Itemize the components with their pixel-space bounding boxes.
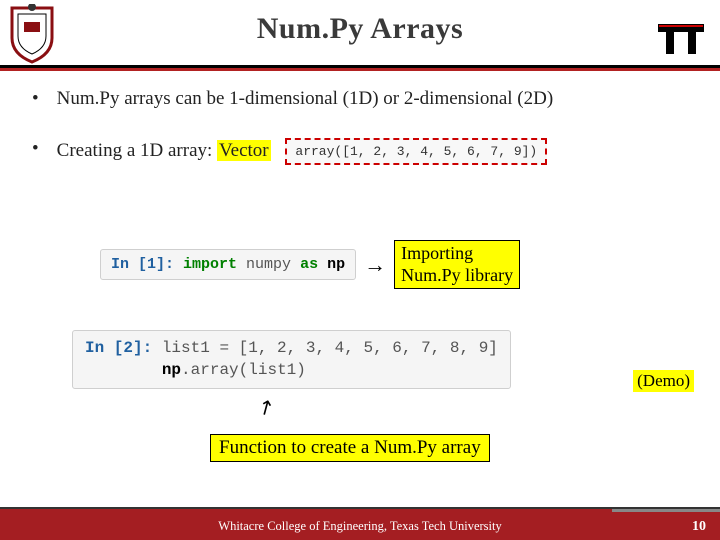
header-accent-rule <box>0 68 720 71</box>
code-cell-1: In [1]: import numpy as np <box>100 249 356 280</box>
demo-label: (Demo) <box>633 370 694 392</box>
slide-footer: Whitacre College of Engineering, Texas T… <box>0 512 720 540</box>
footer-text: Whitacre College of Engineering, Texas T… <box>218 519 501 534</box>
highlighted-term: Vector <box>217 140 271 161</box>
bullet-text: Num.Py arrays can be 1-dimensional (1D) … <box>57 88 554 110</box>
bullet-text: Creating a 1D array: Vector array([1, 2,… <box>57 138 548 165</box>
slide-header: Num.Py Arrays <box>0 0 720 68</box>
bullet-list: Num.Py arrays can be 1-dimensional (1D) … <box>30 88 690 165</box>
university-seal-logo <box>8 4 56 64</box>
code-line: np.array(list1) <box>162 361 306 379</box>
double-t-logo <box>654 18 708 58</box>
code-row-1: In [1]: import numpy as np → Importing N… <box>100 240 700 289</box>
code-line: list1 = [1, 2, 3, 4, 5, 6, 7, 8, 9] <box>162 339 498 357</box>
slide-title: Num.Py Arrays <box>0 0 720 46</box>
code-line: import numpy as np <box>183 256 345 273</box>
annotation-function: Function to create a Num.Py array <box>210 434 490 462</box>
jupyter-prompt: In [2]: <box>85 339 152 357</box>
code-cell-2: In [2]: list1 = [1, 2, 3, 4, 5, 6, 7, 8,… <box>72 330 511 389</box>
code-row-2: In [2]: list1 = [1, 2, 3, 4, 5, 6, 7, 8,… <box>72 330 511 389</box>
bullet-item: Creating a 1D array: Vector array([1, 2,… <box>30 138 690 165</box>
arrow-icon: ↖ <box>251 394 281 421</box>
array-output-box: array([1, 2, 3, 4, 5, 6, 7, 9]) <box>285 138 547 165</box>
arrow-icon: → <box>364 252 386 278</box>
page-number: 10 <box>692 519 706 535</box>
slide-body: Num.Py arrays can be 1-dimensional (1D) … <box>0 68 720 165</box>
bullet-item: Num.Py arrays can be 1-dimensional (1D) … <box>30 88 690 110</box>
annotation-importing: Importing Num.Py library <box>394 240 520 289</box>
jupyter-prompt: In [1]: <box>111 256 174 273</box>
